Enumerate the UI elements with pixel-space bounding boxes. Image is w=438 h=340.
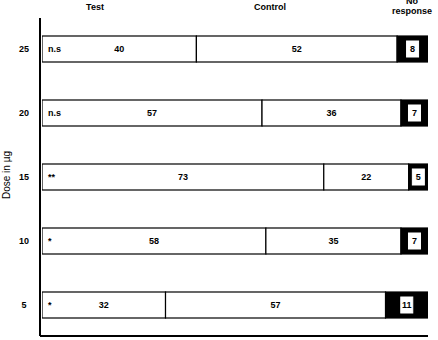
data-label: 58	[149, 236, 159, 246]
data-label: 7	[412, 108, 417, 118]
data-label: 40	[114, 44, 124, 54]
significance: **	[48, 172, 56, 182]
data-label: 57	[147, 108, 157, 118]
bar-segment	[386, 292, 428, 318]
label-box	[412, 169, 424, 185]
bar-segment	[401, 100, 428, 126]
label-box	[407, 41, 419, 57]
data-label: 52	[292, 44, 302, 54]
data-label: 5	[416, 172, 421, 182]
bar-segment	[409, 164, 428, 190]
bar-segment	[324, 164, 409, 190]
y-label: Dose in µg	[1, 151, 12, 199]
bar-segment	[42, 228, 266, 254]
significance: n.s	[48, 108, 61, 118]
data-label: 32	[99, 300, 109, 310]
label-box	[408, 105, 420, 121]
significance: *	[48, 300, 52, 310]
bar-segment	[401, 228, 428, 254]
legend-word: response	[392, 6, 432, 16]
bar-segment	[42, 36, 196, 62]
y-tick-label: 25	[19, 44, 29, 54]
x-axis	[40, 335, 428, 337]
bar-segment	[42, 164, 324, 190]
bar-segment	[42, 100, 262, 126]
data-label: 7	[412, 236, 417, 246]
bar-segment	[266, 228, 401, 254]
significance: n.s	[48, 44, 61, 54]
label-box	[408, 233, 420, 249]
data-label: 36	[326, 108, 336, 118]
y-tick-label: 5	[21, 300, 26, 310]
label-box	[401, 297, 413, 313]
legend-entry: Control	[254, 2, 286, 12]
bars	[42, 36, 428, 318]
legend-entry: Noresponse	[392, 0, 432, 16]
bar-segment	[166, 292, 386, 318]
labels: 40 52 8 n.s 57 36 7 n.s 73 22 5 ** 58 35 7 * 32 57 11 *	[48, 41, 424, 313]
y-tick-label: 10	[19, 236, 29, 246]
data-label: 73	[178, 172, 188, 182]
legend-entry: Test	[86, 2, 104, 12]
data-label: 8	[410, 44, 415, 54]
bar-segment	[42, 292, 166, 318]
y-axis	[39, 18, 41, 336]
bar-segment	[397, 36, 428, 62]
y-tick-label: 15	[19, 172, 29, 182]
bar-segment	[262, 100, 401, 126]
data-label: 35	[328, 236, 338, 246]
data-label: 11	[402, 300, 412, 310]
data-label: 22	[361, 172, 371, 182]
bar-segment	[196, 36, 397, 62]
y-tick-label: 20	[19, 108, 29, 118]
significance: *	[48, 236, 52, 246]
data-label: 57	[271, 300, 281, 310]
chart: Dose in µg Test Control Noresponse 25 20 15 10 5…	[0, 0, 438, 340]
